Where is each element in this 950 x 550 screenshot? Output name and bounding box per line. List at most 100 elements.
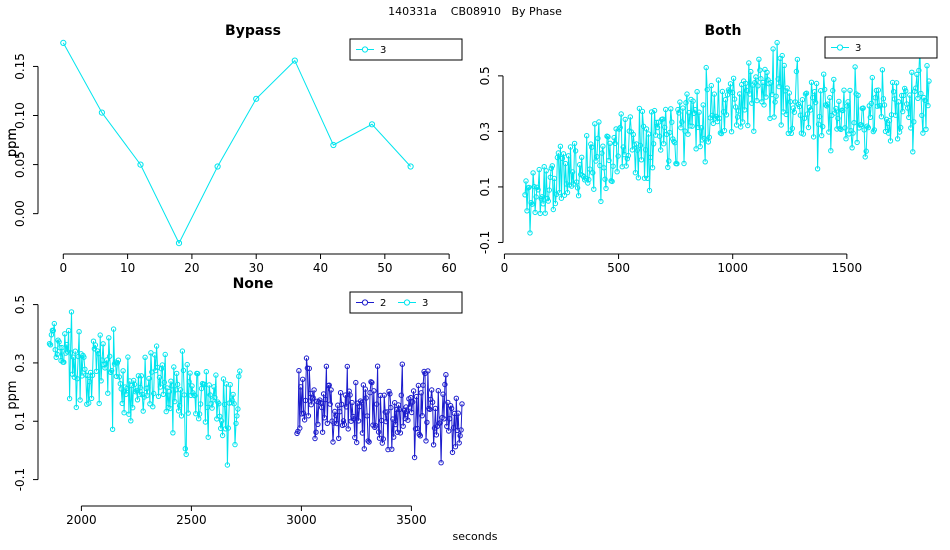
data-point: [689, 123, 695, 129]
series-3: [60, 39, 414, 247]
x-tick-label: 3500: [396, 513, 427, 527]
data-point: [557, 143, 564, 150]
data-point: [81, 354, 87, 360]
data-point: [455, 410, 461, 416]
data-point: [65, 349, 71, 355]
data-point: [641, 175, 648, 181]
data-point: [440, 391, 446, 397]
data-point: [883, 116, 890, 123]
data-point: [591, 186, 597, 192]
data-point: [96, 400, 102, 407]
data-point: [430, 442, 437, 448]
data-point: [311, 387, 317, 393]
data-point: [772, 99, 778, 105]
data-point: [746, 60, 752, 66]
data-point: [805, 124, 812, 131]
data-point: [864, 123, 870, 129]
data-point: [384, 409, 390, 415]
data-point: [338, 401, 345, 407]
data-point: [634, 147, 641, 153]
data-point: [826, 129, 832, 135]
data-point: [700, 102, 706, 108]
data-point: [50, 327, 56, 334]
data-point: [56, 339, 62, 345]
data-point: [413, 393, 420, 400]
data-point: [833, 105, 839, 112]
data-point: [881, 102, 888, 108]
data-point: [135, 373, 142, 379]
data-point: [435, 388, 441, 394]
data-point: [147, 401, 153, 407]
data-point: [749, 100, 755, 106]
data-point: [365, 438, 371, 444]
data-point: [816, 113, 823, 120]
data-point: [577, 162, 583, 168]
data-point: [738, 124, 744, 130]
y-axis-title: ppm: [5, 128, 20, 157]
series-line-3: [524, 42, 930, 233]
data-point: [60, 39, 67, 47]
data-point: [911, 119, 917, 125]
data-point: [410, 388, 417, 394]
data-point: [214, 163, 221, 170]
data-point: [187, 370, 193, 376]
data-point: [407, 404, 413, 410]
data-point: [392, 421, 399, 428]
data-point: [543, 168, 549, 174]
data-point: [729, 89, 736, 96]
data-point: [852, 64, 858, 70]
data-point: [343, 404, 349, 410]
data-point: [847, 87, 853, 94]
data-point: [397, 430, 404, 436]
data-point: [158, 366, 165, 372]
data-point: [806, 104, 813, 111]
data-point: [791, 109, 797, 115]
data-point: [324, 420, 330, 426]
data-point: [453, 395, 459, 401]
data-point: [552, 200, 559, 207]
data-point: [808, 79, 815, 86]
data-point: [742, 107, 748, 113]
data-point: [182, 446, 189, 452]
data-point: [429, 399, 436, 405]
data-point: [536, 166, 542, 173]
data-point: [644, 175, 651, 182]
data-point: [51, 320, 57, 327]
data-point: [544, 195, 550, 202]
data-point: [768, 80, 774, 86]
data-point: [915, 95, 921, 102]
data-point: [645, 131, 652, 137]
data-point: [903, 88, 909, 94]
data-point: [522, 192, 528, 198]
x-tick-label: 20: [184, 261, 199, 275]
data-point: [523, 178, 529, 184]
data-point: [747, 91, 753, 97]
data-point: [661, 141, 667, 147]
data-point: [407, 163, 414, 170]
data-point: [344, 363, 350, 370]
data-point: [924, 62, 930, 69]
data-point: [216, 401, 222, 407]
data-point: [334, 420, 340, 427]
data-point: [202, 419, 209, 425]
data-point: [437, 420, 443, 426]
y-tick-label: 0.15: [13, 53, 27, 80]
data-point: [843, 136, 849, 142]
data-point: [588, 141, 594, 147]
data-point: [452, 444, 459, 450]
data-point: [176, 403, 183, 409]
data-point: [410, 399, 416, 405]
data-point: [715, 77, 722, 83]
data-point: [160, 391, 167, 397]
data-point: [301, 417, 308, 423]
data-point: [368, 379, 374, 385]
data-point: [319, 404, 325, 411]
data-point: [186, 379, 192, 385]
data-point: [854, 139, 860, 146]
data-point: [598, 198, 604, 205]
data-point: [548, 165, 554, 172]
data-point: [156, 374, 163, 381]
data-point: [612, 140, 618, 147]
data-point: [695, 124, 701, 131]
data-point: [347, 392, 353, 398]
